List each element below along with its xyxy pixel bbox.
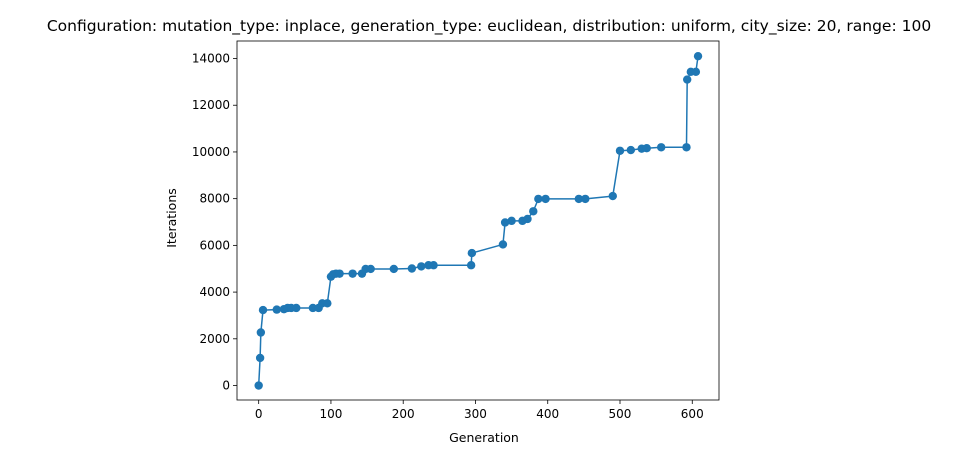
data-point xyxy=(417,262,426,271)
data-point xyxy=(507,216,516,226)
data-point xyxy=(608,191,617,201)
y-tick-label: 8000 xyxy=(199,192,230,206)
data-point xyxy=(534,194,543,204)
data-point xyxy=(683,75,692,84)
data-point xyxy=(498,240,508,249)
y-tick-label: 2000 xyxy=(199,332,230,346)
data-point xyxy=(642,144,651,153)
data-point xyxy=(348,269,357,278)
y-tick-label: 0 xyxy=(222,379,230,393)
y-tick-label: 12000 xyxy=(192,98,230,112)
x-tick-label: 300 xyxy=(464,407,487,421)
data-point xyxy=(691,67,701,77)
y-tick-label: 4000 xyxy=(199,285,230,299)
data-point xyxy=(256,328,266,337)
data-point xyxy=(466,261,476,270)
data-point xyxy=(407,264,417,273)
data-point xyxy=(292,303,301,313)
data-point xyxy=(574,194,584,204)
data-point xyxy=(626,145,636,155)
plot-area: 0 100 200 300 400 500 600020004000600080001000… xyxy=(192,40,720,421)
x-axis-label: Generation xyxy=(449,430,519,445)
chart-title: Configuration: mutation_type: inplace, g… xyxy=(47,17,931,36)
data-point xyxy=(581,194,590,204)
data-point xyxy=(366,264,375,274)
x-tick-label: 0 xyxy=(255,407,263,421)
x-tick-label: 500 xyxy=(609,407,632,421)
data-point xyxy=(429,261,438,270)
x-tick-label: 100 xyxy=(319,407,342,421)
axes-frame xyxy=(236,40,720,401)
data-point xyxy=(323,299,332,308)
data-point xyxy=(467,248,477,258)
data-point xyxy=(258,305,268,315)
data-point xyxy=(254,381,263,390)
data-point xyxy=(500,218,510,227)
y-tick-label: 6000 xyxy=(199,238,230,252)
data-point xyxy=(272,305,281,314)
x-tick-label: 400 xyxy=(536,407,559,421)
x-tick-label: 600 xyxy=(681,407,704,421)
series-line xyxy=(257,56,699,386)
data-point xyxy=(308,303,318,313)
y-axis-label: Iterations xyxy=(164,188,179,248)
data-point xyxy=(523,214,532,224)
x-tick-label: 200 xyxy=(392,407,415,421)
y-tick-label: 10000 xyxy=(192,145,230,159)
data-point xyxy=(693,51,703,61)
data-point xyxy=(389,264,399,274)
data-point xyxy=(529,207,538,216)
data-point xyxy=(682,143,691,152)
data-point xyxy=(541,194,550,204)
data-point xyxy=(656,143,666,152)
data-point xyxy=(615,146,625,155)
y-tick-label: 14000 xyxy=(192,52,230,66)
data-point xyxy=(335,269,344,278)
data-point xyxy=(255,353,265,363)
